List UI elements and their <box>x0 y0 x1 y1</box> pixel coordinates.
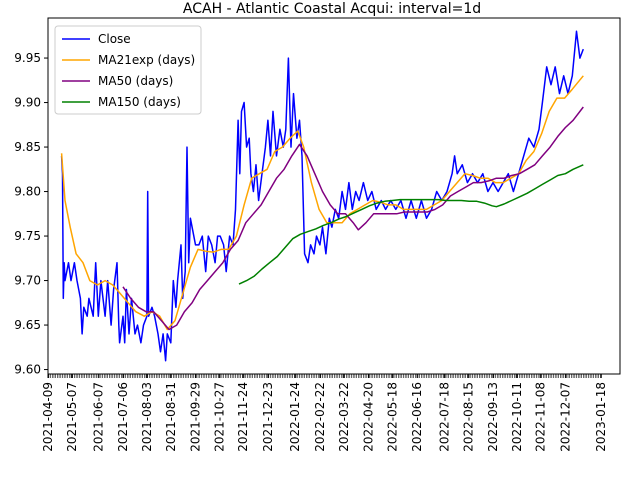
x-tick-label: 2022-05-18 <box>385 382 399 452</box>
series-line-3 <box>238 164 584 285</box>
series-line-0 <box>60 30 585 362</box>
x-tick-label: 2021-09-29 <box>189 382 203 452</box>
y-tick-label: 9.95 <box>14 51 41 65</box>
x-tick-label: 2022-09-13 <box>486 382 500 452</box>
x-tick-label: 2022-03-22 <box>337 382 351 452</box>
x-tick-label: 2021-08-31 <box>164 382 178 452</box>
x-tick-label: 2021-08-03 <box>140 382 154 452</box>
x-tick-label: 2021-12-23 <box>261 382 275 452</box>
x-tick-label: 2023-01-18 <box>594 382 608 452</box>
x-tick-label: 2022-12-07 <box>558 382 572 452</box>
y-tick-label: 9.85 <box>14 140 41 154</box>
x-tick-label: 2022-01-24 <box>288 382 302 452</box>
x-tick-label: 2021-07-06 <box>116 382 130 452</box>
legend-label-1: MA21exp (days) <box>98 53 195 67</box>
legend-label-3: MA150 (days) <box>98 95 181 109</box>
y-axis: 9.60 9.65 9.70 9.75 9.80 9.85 9.90 9.95 <box>14 51 48 377</box>
chart-title: ACAH - Atlantic Coastal Acqui: interval=… <box>183 1 481 17</box>
legend-label-0: Close <box>98 32 131 46</box>
series-layer <box>60 30 585 362</box>
legend-box <box>54 25 202 115</box>
y-tick-label: 9.70 <box>14 274 41 288</box>
legend: Close MA21exp (days) MA50 (days) MA150 (day… <box>54 25 202 115</box>
y-tick-label: 9.65 <box>14 318 41 332</box>
y-tick-label: 9.75 <box>14 229 41 243</box>
x-tick-label: 2022-07-18 <box>437 382 451 452</box>
x-tick-label: 2022-11-08 <box>534 382 548 452</box>
y-tick-label: 9.60 <box>14 363 41 377</box>
x-tick-label: 2022-02-22 <box>313 382 327 452</box>
series-line-2 <box>122 106 584 331</box>
x-tick-label: 2021-04-09 <box>41 382 55 452</box>
y-tick-label: 9.80 <box>14 185 41 199</box>
x-tick-label: 2021-11-24 <box>236 382 250 452</box>
x-tick-label: 2021-06-07 <box>91 382 105 452</box>
x-tick-label: 2021-05-07 <box>65 382 79 452</box>
x-tick-label: 2022-10-11 <box>510 382 524 452</box>
x-tick-label: 2022-04-20 <box>362 382 376 452</box>
plot-area <box>47 17 621 375</box>
plot-frame <box>47 17 621 375</box>
x-tick-label: 2022-08-15 <box>461 382 475 452</box>
x-axis: 2021-04-09 2021-05-07 2021-06-07 2021-07-06… <box>41 374 608 452</box>
x-tick-label: 2022-06-16 <box>410 382 424 452</box>
y-tick-label: 9.90 <box>14 96 41 110</box>
legend-label-2: MA50 (days) <box>98 74 173 88</box>
x-tick-label: 2021-10-27 <box>212 382 226 452</box>
